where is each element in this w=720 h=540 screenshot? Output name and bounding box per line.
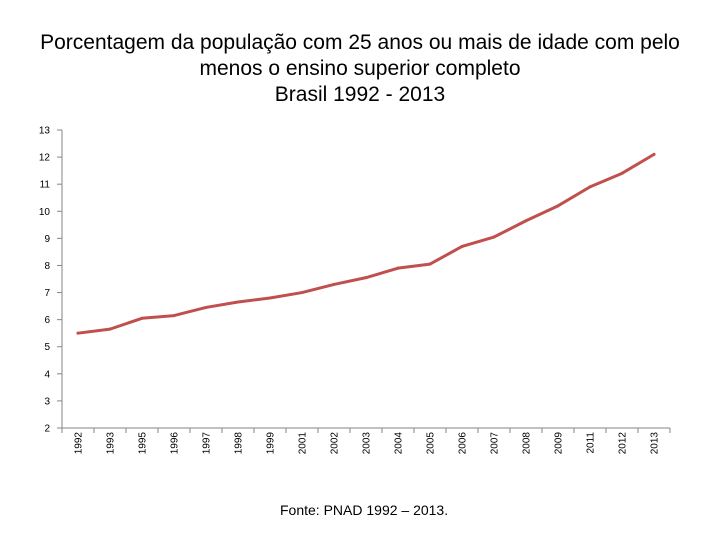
data-point (364, 276, 368, 280)
data-point (460, 244, 464, 248)
y-tick-label: 3 (44, 396, 50, 407)
x-tick-label: 2004 (394, 432, 405, 455)
data-point (172, 314, 176, 318)
y-tick-label: 4 (44, 369, 50, 380)
x-tick-label: 2006 (458, 432, 469, 455)
data-point (620, 171, 624, 175)
chart-title: Porcentagem da população com 25 anos ou … (0, 30, 720, 108)
y-axis: 2 3 4 5 6 7 8 9 10 11 12 13 (39, 126, 63, 435)
data-point (524, 219, 528, 223)
x-tick-label: 1998 (234, 432, 245, 455)
data-point (300, 291, 304, 295)
y-tick-label: 2 (44, 424, 50, 435)
x-axis: 1992 1993 1995 1996 1997 1998 1999 2001 2002 2003… (61, 427, 671, 455)
data-point (76, 331, 80, 335)
y-tick-label: 8 (44, 261, 50, 272)
x-tick-label: 2001 (298, 432, 309, 455)
data-point (140, 316, 144, 320)
y-tick-label: 10 (39, 207, 51, 218)
x-tick-label: 2003 (362, 432, 373, 455)
series-layer (76, 152, 656, 335)
data-point (396, 266, 400, 270)
y-tick-label: 5 (44, 342, 50, 353)
x-tick-label: 1999 (266, 432, 277, 455)
x-tick-label: 1992 (74, 432, 85, 455)
data-point (428, 262, 432, 266)
chart-title-line-2: menos o ensino superior completo (199, 57, 521, 80)
x-tick-label: 1997 (202, 432, 213, 455)
x-tick-label: 1995 (138, 432, 149, 455)
chart-title-line-1: Porcentagem da população com 25 anos ou … (40, 31, 680, 54)
x-tick-label: 2011 (586, 432, 597, 454)
x-tick-label: 2002 (330, 432, 341, 455)
x-tick-label: 2009 (554, 432, 565, 455)
data-point (268, 296, 272, 300)
data-point (652, 152, 656, 156)
x-tick-label: 2008 (522, 432, 533, 455)
y-tick-label: 11 (40, 180, 51, 191)
x-tick-label: 2007 (490, 432, 501, 455)
x-tick-label: 2005 (426, 432, 437, 455)
data-point (556, 204, 560, 208)
y-tick-label: 6 (44, 315, 50, 326)
x-tick-label: 1993 (106, 432, 117, 455)
x-tick-label: 1996 (170, 432, 181, 455)
x-tick-label: 2012 (618, 432, 629, 455)
source-note: Fonte: PNAD 1992 – 2013. (280, 502, 449, 518)
data-point (236, 300, 240, 304)
y-tick-label: 12 (39, 153, 51, 164)
data-point (204, 305, 208, 309)
data-point (588, 185, 592, 189)
x-tick-label: 2013 (650, 432, 661, 455)
data-point (108, 327, 112, 331)
chart-title-line-3: Brasil 1992 - 2013 (274, 83, 446, 106)
data-point (332, 282, 336, 286)
series-line (76, 152, 656, 335)
y-tick-label: 9 (44, 234, 50, 245)
y-tick-label: 13 (39, 126, 51, 137)
y-tick-label: 7 (44, 288, 50, 299)
data-point (492, 235, 496, 239)
